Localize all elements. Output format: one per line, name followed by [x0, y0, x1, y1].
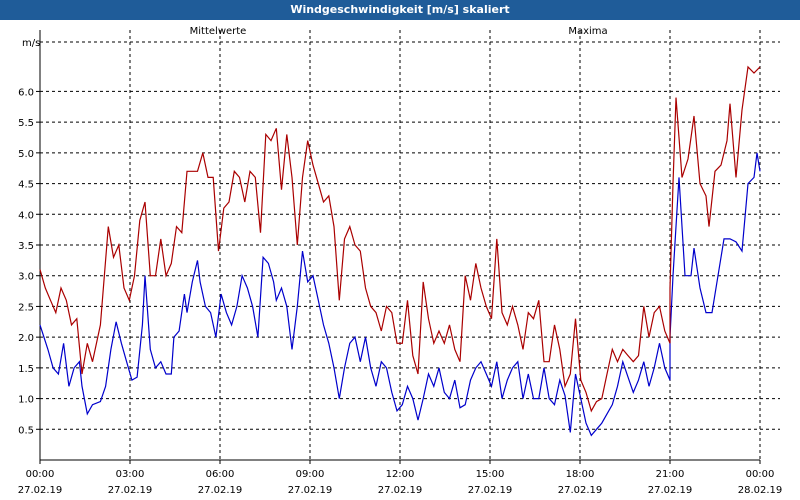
- x-tick-date-label: 27.02.19: [108, 485, 153, 496]
- series-line-maxima: [39, 65, 761, 413]
- y-tick-label: 4.0: [18, 210, 34, 221]
- x-tick-date-label: 27.02.19: [198, 485, 243, 496]
- x-axis: 00:00 27.02.19 03:00 27.02.19 06:00 27.02.19 0…: [18, 459, 783, 496]
- y-tick-label: 3.0: [18, 272, 34, 283]
- y-tick-label: 0.5: [18, 425, 34, 436]
- x-tick-date-label: 27.02.19: [648, 485, 693, 496]
- y-axis: 0.5 1.0 1.5 2.0 2.5 3.0 3.5 4.0 4.5 5.0 5.5 6.0: [18, 30, 41, 460]
- y-tick-label: 1.0: [18, 395, 34, 406]
- y-tick-label: 2.0: [18, 333, 34, 344]
- y-tick-label: 5.0: [18, 149, 34, 160]
- x-tick-date-label: 27.02.19: [378, 485, 423, 496]
- y-tick-label: 5.5: [18, 118, 34, 129]
- x-tick-date-label: 27.02.19: [468, 485, 513, 496]
- x-tick-date-label: 27.02.19: [288, 485, 333, 496]
- series-line-mittelwerte: [39, 152, 761, 437]
- wind-speed-chart: 0.5 1.0 1.5 2.0 2.5 3.0 3.5 4.0 4.5 5.0 5.5 6.0 00:…: [0, 20, 800, 500]
- x-tick-date-label: 28.02.19: [738, 485, 783, 496]
- y-tick-label: 3.5: [18, 241, 34, 252]
- x-tick-time-label: 15:00: [476, 469, 505, 480]
- x-tick-date-label: 27.02.19: [558, 485, 603, 496]
- y-tick-label: 1.5: [18, 364, 34, 375]
- x-tick-time-label: 03:00: [116, 469, 145, 480]
- chart-title: Windgeschwindigkeit [m/s] skaliert: [0, 0, 800, 20]
- legend-maxima: Maxima: [568, 26, 607, 37]
- x-tick-time-label: 09:00: [296, 469, 325, 480]
- y-tick-label: 4.5: [18, 180, 34, 191]
- x-tick-time-label: 12:00: [386, 469, 415, 480]
- y-tick-label: 6.0: [18, 87, 34, 98]
- legend-mittelwerte: Mittelwerte: [190, 26, 247, 37]
- x-tick-time-label: 21:00: [656, 469, 685, 480]
- x-tick-time-label: 00:00: [746, 469, 775, 480]
- series-group: [39, 65, 761, 437]
- y-axis-unit-label: m/s: [22, 38, 40, 49]
- x-tick-time-label: 18:00: [566, 469, 595, 480]
- x-tick-time-label: 00:00: [26, 469, 55, 480]
- y-tick-label: 2.5: [18, 302, 34, 313]
- x-tick-time-label: 06:00: [206, 469, 235, 480]
- x-tick-date-label: 27.02.19: [18, 485, 63, 496]
